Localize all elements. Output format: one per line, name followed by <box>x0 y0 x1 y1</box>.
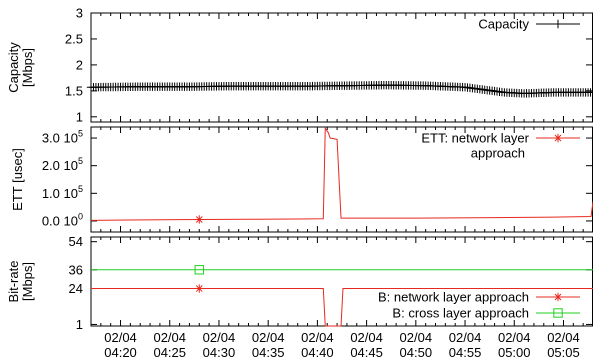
x-tick-time: 04:25 <box>153 345 186 360</box>
x-tick-time: 04:55 <box>449 345 482 360</box>
x-tick-date: 02/04 <box>203 330 236 345</box>
panel-3: 1 24 36 54 Bit-rate[Mbps] B: network layer ap… <box>6 234 593 332</box>
legend-marker <box>553 292 563 302</box>
x-tick-date: 02/04 <box>153 330 186 345</box>
y-tick-label: 1 <box>76 317 83 332</box>
legend-marker <box>553 19 563 29</box>
series-ett-network-layer-approach: ETT: network layer approach <box>90 126 593 224</box>
y-tick-exponent: 5 <box>78 129 83 139</box>
y-tick-label: 3 <box>76 6 83 21</box>
series-line <box>90 126 593 221</box>
x-tick-time: 05:00 <box>498 345 531 360</box>
y-tick-label: 3.0 105 <box>42 129 83 146</box>
y-axis-label-line: Bit-rate <box>6 261 21 303</box>
y-tick-base: 2.0 10 <box>42 158 78 173</box>
y-tick-label: 1.0 105 <box>42 184 83 201</box>
legend-label: B: network layer approach <box>378 290 529 305</box>
x-tick-date: 02/04 <box>547 330 580 345</box>
legend-label: B: cross layer approach <box>392 306 529 321</box>
y-tick-base: 0.0 10 <box>42 213 78 228</box>
x-tick-date: 02/04 <box>104 330 137 345</box>
legend-label-line: ETT: network layer <box>421 131 529 146</box>
x-tick-date: 02/04 <box>449 330 482 345</box>
data-point <box>588 88 593 97</box>
y-tick-exponent: 0 <box>78 211 83 221</box>
y-axis-label-line: [Mbps] <box>20 262 35 301</box>
x-tick-time: 04:20 <box>104 345 137 360</box>
y-tick-label: 24 <box>69 281 83 296</box>
data-point <box>195 284 204 293</box>
y-axis-label-line: Capacity <box>6 42 21 93</box>
y-tick-label: 1 <box>76 109 83 124</box>
y-tick-label: 36 <box>69 262 83 277</box>
y-axis-label: ETT [usec] <box>10 148 25 211</box>
data-point <box>194 265 204 275</box>
y-tick-base: 3.0 10 <box>42 131 78 146</box>
y-tick-label: 2.0 105 <box>42 156 83 173</box>
y-tick-label: 0.0 100 <box>42 211 83 228</box>
y-tick-label: 2.5 <box>65 31 83 46</box>
series-b-cross-layer-approach: B: cross layer approach <box>91 265 593 321</box>
x-tick-time: 04:40 <box>301 345 334 360</box>
x-tick-time: 04:45 <box>350 345 383 360</box>
legend-label-line: B: network layer approach <box>378 290 529 305</box>
x-tick-date: 02/04 <box>252 330 285 345</box>
legend-label: Capacity <box>478 17 529 32</box>
x-tick-time: 04:35 <box>252 345 285 360</box>
y-tick-label: 54 <box>69 234 83 249</box>
series-b-network-layer-approach: B: network layer approach <box>91 284 593 327</box>
x-tick-time: 04:30 <box>203 345 236 360</box>
y-axis-label: Capacity[Mbps] <box>6 42 35 93</box>
series-capacity: Capacity <box>86 17 593 98</box>
legend-marker <box>553 308 563 318</box>
y-tick-exponent: 5 <box>78 184 83 194</box>
y-tick-exponent: 5 <box>78 156 83 166</box>
y-tick-label: 2 <box>76 57 83 72</box>
x-tick-time: 05:05 <box>547 345 580 360</box>
data-point <box>195 215 204 224</box>
legend-label-line: approach <box>471 146 525 161</box>
x-tick-time: 04:50 <box>400 345 433 360</box>
x-tick-date: 02/04 <box>350 330 383 345</box>
legend-label-line: B: cross layer approach <box>392 306 529 321</box>
y-axis-label: Bit-rate[Mbps] <box>6 261 35 303</box>
x-tick-date: 02/04 <box>498 330 531 345</box>
y-tick-base: 1.0 10 <box>42 186 78 201</box>
x-tick-date: 02/04 <box>400 330 433 345</box>
legend-label-line: Capacity <box>478 17 529 32</box>
y-tick-label: 1.5 <box>65 83 83 98</box>
y-axis-label-line: ETT [usec] <box>10 148 25 211</box>
legend-marker <box>553 133 563 143</box>
y-axis-label-line: [Mbps] <box>20 48 35 87</box>
x-tick-date: 02/04 <box>301 330 334 345</box>
series-line <box>91 288 593 327</box>
legend-label: ETT: network layer approach <box>421 131 529 161</box>
